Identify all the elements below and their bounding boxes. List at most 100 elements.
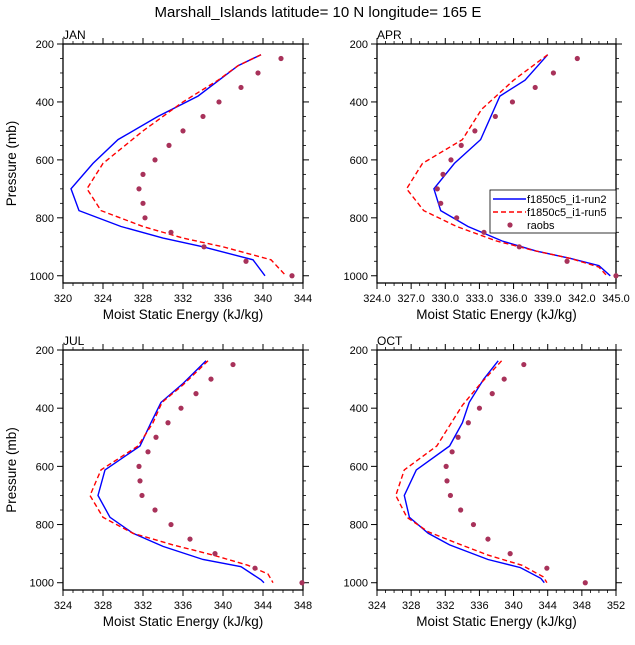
y-tick-label: 200	[350, 39, 368, 51]
raobs-point	[440, 171, 446, 177]
y-tick-label: 400	[36, 403, 54, 415]
x-tick-label: 340	[254, 293, 272, 305]
panel-title: OCT	[377, 334, 403, 348]
raobs-point	[187, 536, 193, 542]
series-line-run2	[97, 360, 265, 584]
x-tick-label: 333.0	[466, 293, 494, 305]
raobs-point	[582, 580, 588, 586]
y-tick-label: 200	[36, 39, 54, 51]
x-tick-label: 336	[214, 293, 232, 305]
raobs-point	[243, 258, 249, 264]
x-tick-label: 332	[436, 600, 454, 612]
series-line-run2	[70, 54, 266, 277]
y-tick-label: 800	[350, 520, 368, 532]
raobs-point	[140, 171, 146, 177]
x-tick-label: 336.0	[500, 293, 528, 305]
raobs-point	[200, 113, 206, 120]
raobs-point	[507, 551, 513, 557]
raobs-point	[140, 200, 146, 206]
y-axis-label: Pressure (mb)	[4, 427, 19, 513]
raobs-point	[137, 478, 143, 484]
series-line-run5	[86, 54, 287, 277]
x-tick-label: 348	[294, 600, 312, 612]
raobs-point	[485, 536, 491, 542]
y-tick-label: 600	[350, 461, 368, 473]
y-tick-label: 400	[350, 97, 368, 109]
panel-jul: JUL 324 328 332 336 340 344 348 200 400 600 800 1000…	[4, 334, 312, 629]
raobs-point	[454, 215, 460, 221]
raobs-point	[444, 478, 450, 484]
series-line-run5	[395, 360, 548, 584]
x-tick-label: 320	[54, 293, 72, 305]
raobs-point	[492, 113, 498, 120]
x-tick-label: 332	[134, 600, 152, 612]
x-tick-label: 327.0	[397, 293, 425, 305]
y-tick-label: 1000	[30, 578, 54, 590]
raobs-point	[145, 449, 151, 455]
x-tick-label: 352	[607, 600, 625, 612]
x-tick-label: 328	[402, 600, 420, 612]
legend-label-run5: f1850c5_i1-run5	[527, 207, 607, 219]
panel-title: JUL	[63, 334, 85, 348]
x-tick-label: 344	[294, 293, 312, 305]
plot-frame	[62, 349, 304, 591]
series-line-run2	[403, 360, 545, 584]
raobs-point	[289, 273, 295, 279]
raobs-point	[481, 229, 487, 235]
plot-frame	[62, 43, 304, 284]
y-tick-label: 800	[350, 213, 368, 225]
raobs-point	[299, 580, 305, 586]
raobs-point	[278, 55, 284, 62]
raobs-point	[449, 449, 455, 455]
panel-jan: JAN 320 324 328 332 336 340 344 200 400 600 800 1000…	[4, 28, 312, 322]
raobs-point	[136, 463, 142, 469]
raobs-point	[153, 434, 159, 440]
raobs-point	[165, 420, 171, 426]
raobs-point	[438, 200, 444, 206]
legend: f1850c5_i1-run2 f1850c5_i1-run5 raobs	[489, 189, 617, 234]
y-tick-label: 600	[350, 155, 368, 167]
raobs-point	[136, 186, 142, 192]
raobs-point	[212, 551, 218, 557]
raobs-point	[448, 157, 454, 163]
x-tick-label: 328	[94, 600, 112, 612]
raobs-point	[613, 273, 619, 279]
panel-apr: APR 324.0 327.0 330.0 333.0 336.0 339.0 342.0 34…	[344, 28, 630, 322]
panel-title: JAN	[63, 28, 86, 42]
raobs-point	[501, 376, 507, 382]
legend-label-raobs: raobs	[527, 220, 555, 232]
raobs-point	[472, 128, 478, 134]
x-axis-label: Moist Static Energy (kJ/kg)	[416, 307, 577, 322]
y-tick-label: 1000	[30, 271, 54, 283]
series-line-run5	[405, 54, 608, 277]
plot-frame	[376, 349, 617, 591]
raobs-point	[193, 391, 199, 397]
raobs-point	[465, 420, 471, 426]
raobs-point	[252, 565, 258, 571]
series-line-run2	[433, 54, 611, 277]
x-tick-label: 336	[174, 600, 192, 612]
raobs-point	[434, 186, 440, 192]
plot-frame	[376, 43, 617, 284]
raobs-point	[142, 215, 148, 221]
y-tick-label: 200	[36, 345, 54, 357]
raobs-point	[564, 258, 570, 264]
x-axis-label: Moist Static Energy (kJ/kg)	[103, 307, 264, 322]
raobs-point	[443, 463, 449, 469]
y-tick-label: 800	[36, 520, 54, 532]
raobs-point	[216, 99, 222, 105]
raobs-point	[178, 405, 184, 411]
x-axis-label: Moist Static Energy (kJ/kg)	[416, 614, 577, 629]
y-tick-label: 1000	[344, 271, 368, 283]
x-tick-label: 336	[470, 600, 488, 612]
raobs-point	[168, 521, 174, 528]
raobs-point	[550, 70, 557, 76]
raobs-point	[544, 565, 550, 571]
panel-title: APR	[377, 28, 402, 42]
y-axis-label: Pressure (mb)	[4, 121, 19, 207]
y-tick-label: 200	[350, 345, 368, 357]
raobs-point	[152, 157, 158, 163]
x-tick-label: 339.0	[534, 293, 562, 305]
raobs-point	[521, 361, 527, 368]
